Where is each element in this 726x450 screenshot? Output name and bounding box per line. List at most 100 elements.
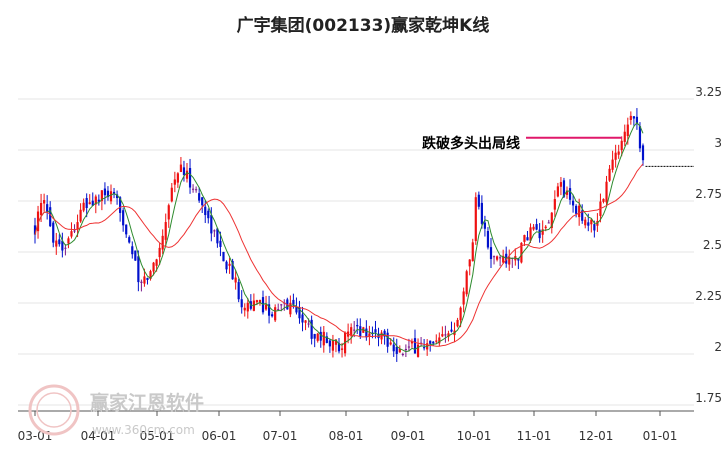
candle-body [204, 206, 207, 216]
y-tick-label: 2.75 [695, 187, 722, 201]
candle-body [328, 340, 331, 347]
candle-body [562, 180, 566, 197]
candle-body [91, 200, 94, 206]
candle-body [611, 159, 614, 170]
candle-body [255, 300, 259, 303]
x-tick-label: 01-01 [643, 429, 678, 443]
candle-body [368, 333, 371, 337]
candle-body [331, 340, 335, 351]
candle-body [301, 314, 304, 323]
candle-body [553, 199, 556, 210]
candle-body [182, 167, 186, 175]
candle-body [213, 230, 216, 232]
candle-body [581, 210, 584, 221]
candle-body [70, 231, 73, 237]
candle-body [629, 115, 632, 120]
candle-body [529, 227, 532, 241]
candle-body [234, 277, 237, 283]
x-tick-label: 03-01 [18, 429, 53, 443]
candle-body [480, 202, 483, 224]
candle-body [58, 239, 61, 245]
candle-body [94, 196, 97, 205]
candle-body [590, 219, 593, 225]
candle-body [337, 343, 341, 352]
candle-body [134, 250, 137, 261]
x-tick-label: 05-01 [140, 429, 175, 443]
candle-body [353, 329, 356, 331]
candle-body [556, 186, 559, 197]
x-tick-label: 07-01 [263, 429, 298, 443]
candle-body [383, 330, 386, 337]
candle-body [258, 300, 262, 303]
candle-body [356, 325, 359, 327]
candle-body [143, 276, 146, 284]
y-tick-label: 2.25 [695, 289, 722, 303]
candle-body [547, 222, 550, 224]
candle-body [541, 229, 544, 235]
candle-body [79, 209, 82, 222]
x-tick-label: 09-01 [391, 429, 426, 443]
candle-body [410, 341, 414, 344]
candle-body [605, 181, 608, 203]
candle-body [340, 348, 344, 350]
candle-body [316, 333, 319, 341]
candle-body [441, 334, 444, 337]
candle-body [593, 224, 596, 231]
candle-body [106, 190, 110, 198]
candle-body [587, 222, 590, 226]
watermark-url: www.360cm.com [92, 423, 195, 437]
candle-body [392, 344, 395, 352]
candle-body [179, 164, 183, 172]
candle-body [456, 319, 459, 327]
candle-body [152, 262, 155, 272]
candle-body [374, 329, 377, 333]
candle-body [362, 327, 365, 333]
candle-body [222, 251, 225, 262]
candle-body [164, 222, 167, 240]
candle-body [237, 282, 240, 300]
candle-body [544, 226, 547, 229]
candle-body [389, 342, 392, 345]
candle-body [429, 340, 432, 344]
candle-body [170, 187, 173, 202]
candle-body [313, 334, 316, 339]
candle-body [231, 261, 234, 280]
candle-body [492, 256, 496, 258]
candle-body [100, 190, 103, 202]
candle-body [61, 240, 64, 251]
candle-body [185, 170, 189, 179]
candle-body [602, 198, 605, 202]
candle-body [632, 116, 635, 119]
watermark-seal-inner-icon [36, 392, 72, 428]
candle-body [474, 197, 477, 241]
candle-body [49, 207, 52, 227]
candle-body [483, 222, 487, 229]
watermark-seal-icon [28, 384, 80, 436]
moving-averages [34, 122, 644, 353]
candle-body [416, 344, 420, 357]
watermark-brand: 赢家江恩软件 [90, 391, 204, 414]
candle-body [559, 182, 563, 187]
candle-body [578, 205, 581, 218]
candle-body [207, 210, 210, 219]
x-tick-label: 11-01 [517, 429, 552, 443]
candle-body [149, 271, 152, 279]
candle-body [246, 302, 249, 312]
candle-body [73, 230, 76, 232]
candle-body [167, 205, 170, 220]
candle-body [325, 336, 328, 343]
candle-body [386, 332, 389, 347]
candle-body [243, 307, 246, 311]
candle-body [468, 259, 471, 267]
candle-body [109, 191, 113, 202]
candle-body [404, 348, 407, 351]
candle-body [538, 229, 541, 239]
candle-body [608, 168, 611, 181]
annotations: 跌破多头出局线 [422, 135, 694, 167]
candle-body [395, 346, 398, 354]
candle-body [407, 346, 411, 348]
candle-body [280, 304, 283, 306]
candle-body [55, 240, 58, 247]
candle-body [398, 348, 401, 353]
ma-short-line [34, 122, 644, 353]
